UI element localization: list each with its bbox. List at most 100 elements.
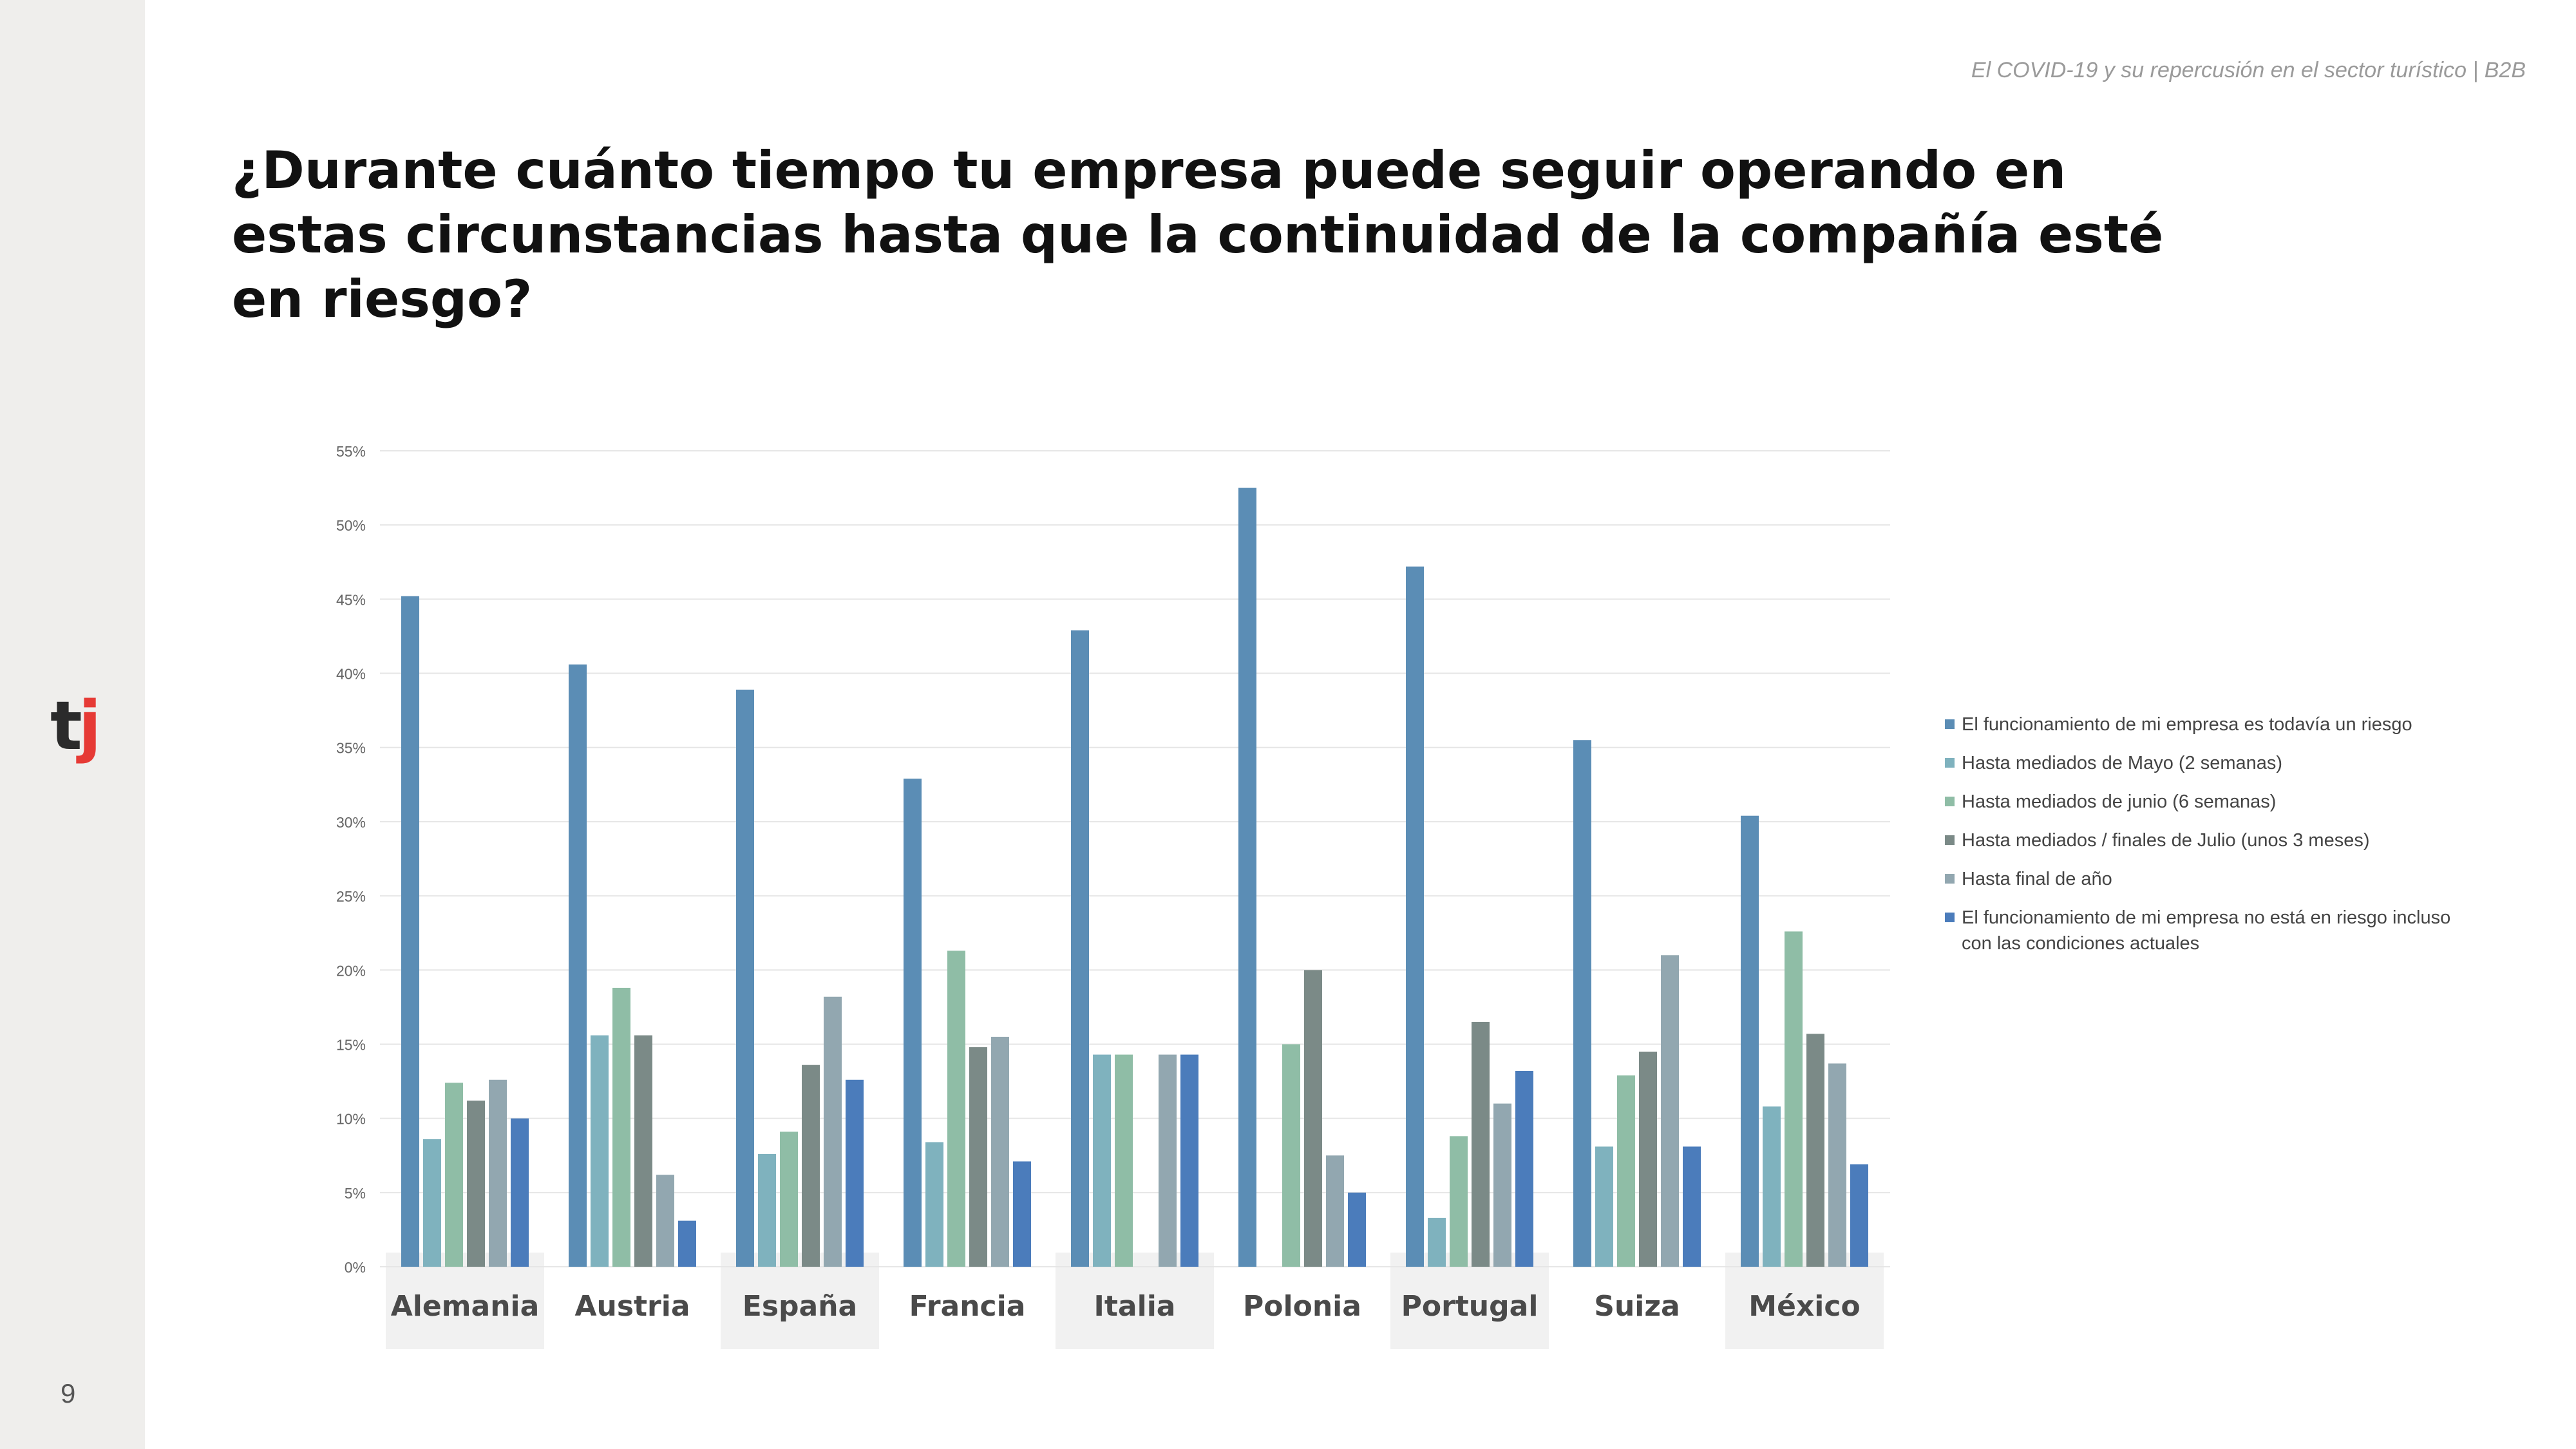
bar xyxy=(1013,1161,1031,1267)
legend-item: El funcionamiento de mi empresa no está … xyxy=(1945,905,2479,956)
bar xyxy=(736,689,754,1267)
bar xyxy=(802,1065,820,1267)
legend-item: Hasta mediados / finales de Julio (unos … xyxy=(1945,828,2479,853)
bar xyxy=(1238,488,1256,1267)
category-band xyxy=(1725,1253,1884,1349)
bar xyxy=(489,1079,507,1267)
bar xyxy=(1573,740,1591,1267)
bar xyxy=(1282,1044,1300,1267)
bar xyxy=(1617,1075,1635,1267)
bar xyxy=(612,987,630,1267)
slide-title: ¿Durante cuánto tiempo tu empresa puede … xyxy=(232,140,2164,329)
bar xyxy=(1639,1051,1657,1267)
x-tick-label: Suiza xyxy=(1594,1290,1680,1323)
y-axis-ticks: 0% 5% 10% 15% 20% 25% 30% 35% 40% 45% 50% 55% xyxy=(336,443,366,1276)
bar xyxy=(1348,1192,1366,1267)
bar xyxy=(1406,566,1424,1267)
bar xyxy=(1326,1155,1344,1267)
legend-swatch xyxy=(1945,797,1955,806)
bar xyxy=(569,664,587,1267)
x-tick-label: Austria xyxy=(574,1290,690,1323)
legend-swatch xyxy=(1945,874,1955,884)
legend-item: El funcionamiento de mi empresa es todav… xyxy=(1945,712,2479,737)
bar xyxy=(1785,931,1803,1267)
bar xyxy=(1850,1164,1868,1267)
bar xyxy=(947,951,965,1267)
legend-item: Hasta mediados de junio (6 semanas) xyxy=(1945,789,2479,815)
bar xyxy=(445,1083,463,1267)
y-tick-label: 30% xyxy=(336,814,366,831)
category-bands xyxy=(386,1253,1884,1349)
bar xyxy=(904,779,922,1267)
y-tick-label: 45% xyxy=(336,591,366,608)
legend-label: Hasta final de año xyxy=(1962,869,2112,889)
bar xyxy=(656,1175,674,1267)
bar xyxy=(401,596,419,1267)
y-tick-label: 50% xyxy=(336,517,366,534)
x-tick-label: España xyxy=(743,1290,857,1323)
bar xyxy=(467,1100,485,1267)
legend-item: Hasta final de año xyxy=(1945,866,2479,892)
bar xyxy=(991,1036,1009,1267)
chart-legend: El funcionamiento de mi empresa es todav… xyxy=(1945,712,2479,969)
category-band xyxy=(1390,1253,1549,1349)
legend-label: El funcionamiento de mi empresa es todav… xyxy=(1962,714,2412,735)
category-band xyxy=(721,1253,879,1349)
y-tick-label: 5% xyxy=(345,1185,366,1202)
gridlines xyxy=(380,450,1890,1267)
x-tick-label: Portugal xyxy=(1401,1290,1539,1323)
x-tick-label: Polonia xyxy=(1243,1290,1361,1323)
x-tick-label: México xyxy=(1748,1290,1860,1323)
x-axis-labels: Alemania Austria España Francia Italia Poloni… xyxy=(391,1290,1861,1323)
bar xyxy=(591,1035,609,1267)
bar xyxy=(1806,1034,1824,1267)
x-tick-label: Alemania xyxy=(391,1290,540,1323)
bar xyxy=(758,1153,776,1267)
legend-label: El funcionamiento de mi empresa no está … xyxy=(1962,907,2451,954)
bar xyxy=(1828,1063,1846,1267)
legend-label: Hasta mediados de Mayo (2 semanas) xyxy=(1962,753,2283,773)
bar xyxy=(423,1139,441,1267)
bar xyxy=(678,1220,696,1267)
bar xyxy=(1595,1146,1613,1267)
bar xyxy=(1428,1217,1446,1267)
legend-swatch xyxy=(1945,719,1955,729)
bars xyxy=(401,488,1868,1267)
bar xyxy=(634,1035,652,1267)
bar xyxy=(1515,1070,1533,1267)
x-tick-label: Francia xyxy=(909,1290,1026,1323)
bar xyxy=(1741,815,1759,1267)
bar xyxy=(511,1118,529,1267)
bar xyxy=(824,996,842,1267)
legend-swatch xyxy=(1945,913,1955,922)
y-tick-label: 55% xyxy=(336,443,366,460)
bar xyxy=(1159,1054,1177,1267)
category-band xyxy=(1056,1253,1214,1349)
header-note: El COVID-19 y su repercusión en el secto… xyxy=(1971,58,2526,82)
bar xyxy=(969,1047,987,1267)
bar xyxy=(1763,1106,1781,1267)
bar xyxy=(780,1132,798,1267)
category-band xyxy=(386,1253,544,1349)
y-tick-label: 40% xyxy=(336,666,366,683)
y-tick-label: 25% xyxy=(336,888,366,905)
bar xyxy=(846,1079,864,1267)
bar xyxy=(1683,1146,1701,1267)
bar xyxy=(1493,1103,1511,1267)
bar xyxy=(925,1142,943,1267)
bar xyxy=(1093,1054,1111,1267)
page-number: 9 xyxy=(61,1378,76,1408)
sidebar: tj 9 xyxy=(0,0,145,1449)
y-tick-label: 15% xyxy=(336,1036,366,1053)
legend-label: Hasta mediados / finales de Julio (unos … xyxy=(1962,830,2370,851)
bar xyxy=(1180,1054,1198,1267)
legend-swatch xyxy=(1945,835,1955,845)
bar xyxy=(1115,1054,1133,1267)
legend-item: Hasta mediados de Mayo (2 semanas) xyxy=(1945,750,2479,776)
bar xyxy=(1304,970,1322,1267)
y-tick-label: 35% xyxy=(336,740,366,757)
bar xyxy=(1472,1021,1490,1267)
legend-label: Hasta mediados de junio (6 semanas) xyxy=(1962,791,2277,812)
y-tick-label: 20% xyxy=(336,962,366,979)
